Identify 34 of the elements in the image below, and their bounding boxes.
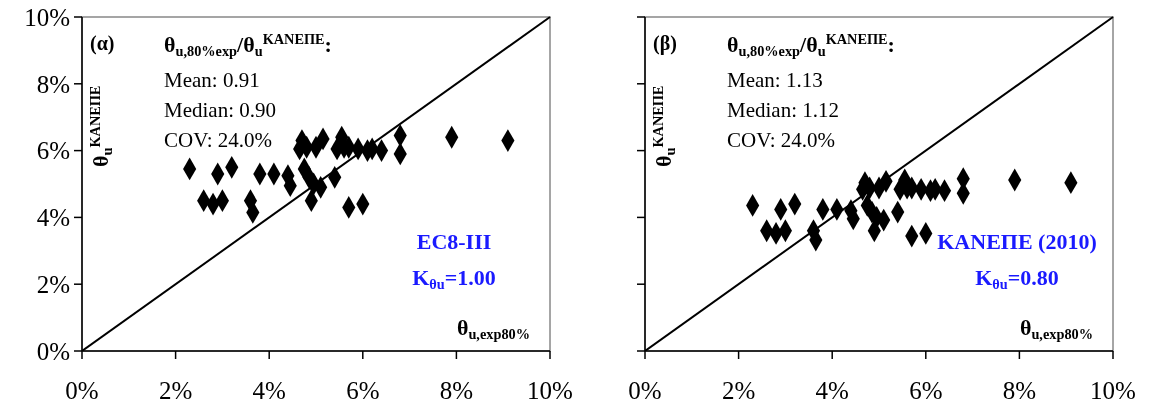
- annotation: Mean: 1.13: [727, 68, 823, 92]
- annotation: EC8-III: [416, 229, 492, 254]
- x-tick-label: 4%: [252, 377, 286, 404]
- annotation: Median: 1.12: [727, 98, 839, 122]
- y-tick-label: 2%: [36, 270, 70, 298]
- x-tick-label: 6%: [909, 377, 943, 404]
- x-tick-label: 8%: [1002, 377, 1037, 404]
- y-tick-label: 6%: [36, 137, 70, 165]
- x-tick-label: 6%: [346, 377, 380, 404]
- annotation: (α): [90, 32, 115, 55]
- annotation: COV: 24.0%: [164, 128, 273, 152]
- annotation: K$_{θu}$=1.00: [412, 265, 496, 292]
- y-tick-label: 4%: [36, 204, 70, 232]
- annotation: θ$_{u,80%exp}$/θ$_{u}$$^{ΚΑΝΕΠΕ}$:: [727, 31, 895, 59]
- y-tick-label: 10%: [24, 3, 70, 31]
- annotation: COV: 24.0%: [727, 128, 836, 152]
- x-tick-label: 0%: [628, 377, 662, 404]
- x-tick-label: 4%: [815, 377, 849, 404]
- annotation: K$_{θu}$=0.80: [975, 265, 1059, 292]
- x-tick-label: 10%: [1090, 377, 1136, 404]
- x-tick-label: 8%: [439, 377, 474, 404]
- y-tick-label: 0%: [36, 337, 70, 365]
- annotation: Median: 0.90: [164, 98, 276, 122]
- annotation: θ$_{u,80%exp}$/θ$_{u}$$^{ΚΑΝΕΠΕ}$:: [164, 31, 332, 59]
- annotation: Mean: 0.91: [164, 68, 260, 92]
- x-tick-label: 10%: [527, 377, 573, 404]
- y-tick-label: 8%: [36, 70, 70, 98]
- x-tick-label: 0%: [65, 377, 99, 404]
- annotation: ΚΑΝΕΠΕ (2010): [937, 229, 1097, 254]
- x-axis-title: θ$_{u,exp80%}$: [1019, 315, 1093, 342]
- x-tick-label: 2%: [158, 377, 193, 404]
- annotation: (β): [653, 32, 677, 55]
- x-axis-title: θ$_{u,exp80%}$: [456, 315, 530, 342]
- x-tick-label: 2%: [721, 377, 756, 404]
